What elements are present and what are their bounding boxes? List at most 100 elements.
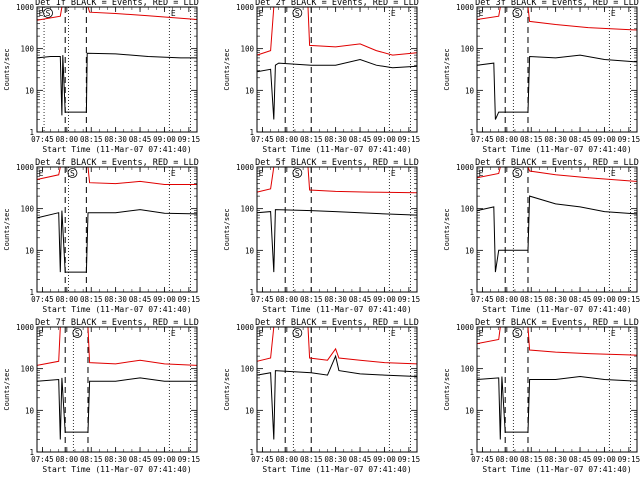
e-marker-label: E bbox=[611, 9, 616, 18]
chart-title: Det 5f BLACK = Events, RED = LLD bbox=[255, 158, 419, 168]
chart-panel-8: Det 8f BLACK = Events, RED = LLD Counts/s… bbox=[223, 318, 420, 474]
x-tick-label: 08:00 bbox=[496, 455, 519, 464]
chart-panel-2: Det 2f BLACK = Events, RED = LLD Counts/s… bbox=[223, 0, 420, 154]
y-axis-label: Counts/sec bbox=[223, 208, 231, 250]
y-tick-label: 1 bbox=[469, 448, 474, 457]
x-tick-label: 08:45 bbox=[129, 295, 152, 304]
y-tick-label: 1000 bbox=[236, 323, 255, 332]
x-axis-label: Start Time (11-Mar-07 07:41:40) bbox=[482, 465, 631, 474]
series-line-events bbox=[476, 195, 638, 273]
chart-panel-4: Det 4f BLACK = Events, RED = LLD Counts/s… bbox=[3, 158, 200, 314]
y-axis-label: Counts/sec bbox=[223, 48, 231, 90]
plot-frame bbox=[476, 326, 638, 453]
chart-panel-3: Det 3f BLACK = Events, RED = LLD Counts/s… bbox=[443, 0, 640, 154]
plot-frame bbox=[36, 6, 198, 133]
y-axis-label: Counts/sec bbox=[443, 48, 451, 90]
x-tick-label: 08:00 bbox=[276, 455, 299, 464]
s-marker-circle bbox=[67, 168, 78, 178]
series-line-lld bbox=[476, 326, 638, 356]
chart-panel-7: Det 7f BLACK = Events, RED = LLD Counts/s… bbox=[3, 318, 200, 474]
x-axis-label: Start Time (11-Mar-07 07:41:40) bbox=[262, 465, 411, 474]
x-tick-label: 07:45 bbox=[251, 295, 274, 304]
series-line-lld bbox=[256, 6, 418, 56]
x-tick-label: 08:15 bbox=[520, 295, 543, 304]
series-line-events bbox=[476, 54, 638, 120]
x-tick-label: 08:30 bbox=[104, 455, 127, 464]
y-tick-label: 100 bbox=[20, 365, 34, 374]
series-line-lld bbox=[476, 6, 638, 31]
x-tick-label: 07:45 bbox=[471, 295, 494, 304]
x-tick-label: 09:15 bbox=[398, 135, 421, 144]
x-tick-label: 07:45 bbox=[31, 135, 54, 144]
y-tick-label: 100 bbox=[240, 205, 254, 214]
s-marker-circle bbox=[512, 8, 523, 18]
y-tick-label: 1000 bbox=[236, 163, 255, 172]
y-tick-label: 1000 bbox=[16, 163, 35, 172]
series-line-events bbox=[256, 209, 418, 273]
e-marker-label: E bbox=[479, 9, 484, 18]
x-axis-label: Start Time (11-Mar-07 07:41:40) bbox=[42, 305, 191, 314]
chart-panel-1: Det 1f BLACK = Events, RED = LLD Counts/s… bbox=[3, 0, 200, 154]
y-tick-label: 10 bbox=[245, 246, 255, 255]
y-tick-label: 10 bbox=[25, 406, 35, 415]
s-marker-circle bbox=[512, 168, 523, 178]
chart-title: Det 4f BLACK = Events, RED = LLD bbox=[35, 158, 199, 168]
y-tick-label: 1000 bbox=[16, 3, 35, 12]
series-line-lld bbox=[256, 326, 418, 365]
x-tick-label: 09:00 bbox=[593, 295, 616, 304]
plot-frame bbox=[256, 326, 418, 453]
x-tick-label: 08:15 bbox=[300, 455, 323, 464]
y-axis-label: Counts/sec bbox=[3, 48, 11, 90]
x-tick-label: 08:00 bbox=[496, 135, 519, 144]
y-axis-label: Counts/sec bbox=[3, 368, 11, 410]
plot-frame bbox=[36, 166, 198, 293]
chart-panel-9: Det 9f BLACK = Events, RED = LLD Counts/s… bbox=[443, 318, 640, 474]
plot-frame bbox=[36, 326, 198, 453]
x-axis-label: Start Time (11-Mar-07 07:41:40) bbox=[482, 145, 631, 154]
x-tick-label: 09:00 bbox=[593, 455, 616, 464]
x-tick-label: 09:00 bbox=[153, 135, 176, 144]
x-tick-label: 07:45 bbox=[251, 135, 274, 144]
x-tick-label: 09:15 bbox=[178, 135, 201, 144]
x-tick-label: 08:15 bbox=[300, 295, 323, 304]
chart-panel-5: Det 5f BLACK = Events, RED = LLD Counts/s… bbox=[223, 158, 420, 314]
x-tick-label: 09:15 bbox=[618, 295, 640, 304]
series-line-events bbox=[36, 52, 197, 116]
e-marker-label: E bbox=[39, 329, 44, 338]
chart-title: Det 3f BLACK = Events, RED = LLD bbox=[475, 0, 639, 8]
y-tick-label: 10 bbox=[25, 86, 35, 95]
y-tick-label: 1000 bbox=[236, 3, 255, 12]
series-line-lld bbox=[36, 166, 197, 185]
y-tick-label: 10 bbox=[465, 406, 475, 415]
series-line-lld bbox=[36, 326, 198, 366]
plot-frame bbox=[256, 166, 418, 293]
x-tick-label: 07:45 bbox=[31, 455, 54, 464]
s-marker-circle bbox=[72, 328, 83, 338]
chart-panel-6: Det 6f BLACK = Events, RED = LLD Counts/s… bbox=[443, 158, 640, 314]
x-tick-label: 08:00 bbox=[276, 295, 299, 304]
x-tick-label: 09:15 bbox=[178, 295, 201, 304]
x-tick-label: 08:45 bbox=[569, 455, 592, 464]
x-tick-label: 08:45 bbox=[349, 135, 372, 144]
series-line-events bbox=[476, 375, 638, 440]
y-axis-label: Counts/sec bbox=[223, 368, 231, 410]
x-tick-label: 08:15 bbox=[80, 455, 103, 464]
s-marker-circle bbox=[292, 168, 303, 178]
y-tick-label: 100 bbox=[20, 205, 34, 214]
s-marker-label: S bbox=[295, 169, 300, 178]
x-tick-label: 08:30 bbox=[104, 135, 127, 144]
x-tick-label: 09:00 bbox=[373, 295, 396, 304]
y-tick-label: 1 bbox=[29, 128, 34, 137]
s-marker-circle bbox=[292, 328, 303, 338]
x-tick-label: 07:45 bbox=[471, 135, 494, 144]
s-marker-circle bbox=[292, 8, 303, 18]
x-tick-label: 08:45 bbox=[129, 455, 152, 464]
x-tick-label: 09:00 bbox=[153, 455, 176, 464]
x-tick-label: 08:30 bbox=[544, 295, 567, 304]
x-axis-label: Start Time (11-Mar-07 07:41:40) bbox=[262, 305, 411, 314]
s-marker-label: S bbox=[70, 169, 75, 178]
x-axis-label: Start Time (11-Mar-07 07:41:40) bbox=[42, 465, 191, 474]
e-marker-label: E bbox=[611, 329, 616, 338]
x-tick-label: 08:30 bbox=[104, 295, 127, 304]
